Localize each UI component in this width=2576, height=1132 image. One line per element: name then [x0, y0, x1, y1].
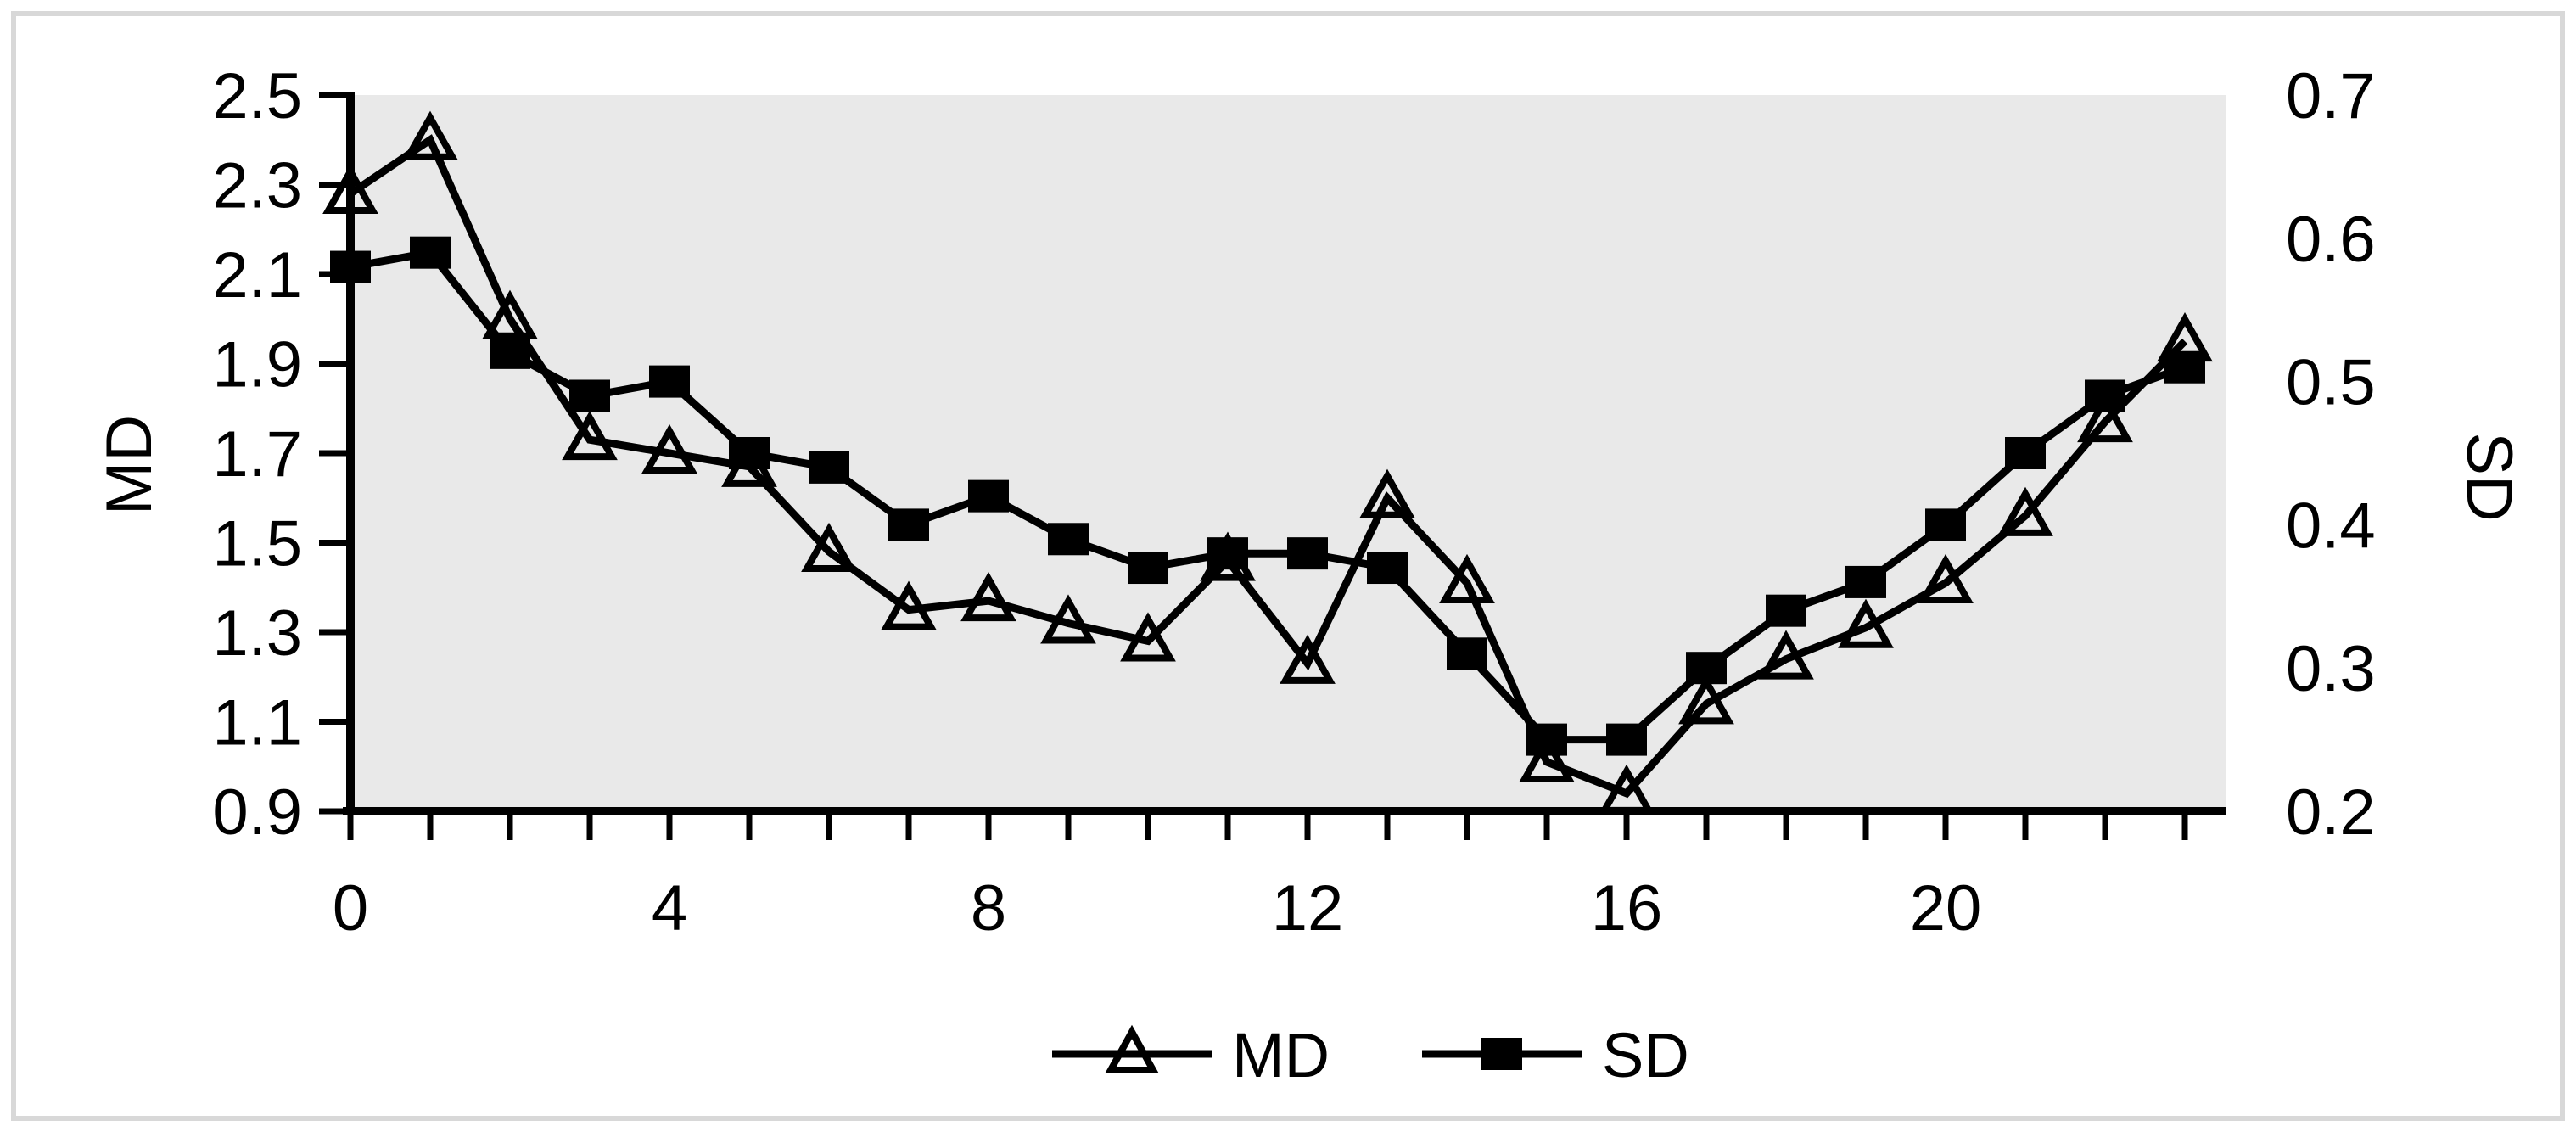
- sd-data-point: [1287, 537, 1328, 570]
- md-data-point: [801, 522, 857, 573]
- left-axis-tick-label: 2.3: [212, 150, 302, 222]
- md-data-point: [1359, 468, 1415, 518]
- right-axis-tick-label: 0.7: [2286, 60, 2376, 132]
- left-axis-tick-label: 1.3: [212, 597, 302, 670]
- left-axis-tick-label: 0.9: [212, 776, 302, 849]
- sd-data-point: [1207, 537, 1248, 570]
- md-data-point: [1918, 553, 1974, 603]
- md-data-point: [2077, 392, 2133, 443]
- legend-item-sd: SD: [1422, 1020, 1689, 1090]
- legend: MD SD: [1052, 1020, 1689, 1090]
- right-axis-tick-label: 0.6: [2286, 204, 2376, 276]
- md-data-point: [1599, 764, 1655, 814]
- right-axis-tick-label: 0.2: [2286, 776, 2376, 849]
- right-axis-tick-label: 0.4: [2286, 490, 2376, 562]
- sd-data-point: [1686, 652, 1727, 685]
- legend-sd-square-icon: [1481, 1038, 1522, 1070]
- plot-layer: 2.5 2.3 2.1 1.9 1.7 1.5 1.3 1.1 0.9 0.7 0.6 0.5 0.4 0…: [212, 60, 2375, 944]
- md-data-point: [322, 164, 378, 215]
- sd-data-point: [1128, 552, 1168, 585]
- md-data-point: [641, 423, 697, 474]
- sd-data-point: [1048, 523, 1089, 556]
- sd-data-point: [490, 336, 530, 369]
- sd-data-point: [1766, 594, 1806, 627]
- left-axis-tick-label: 1.7: [212, 418, 302, 490]
- left-axis-tick-label: 2.5: [212, 60, 302, 132]
- sd-data-point: [2005, 437, 2046, 469]
- left-axis-tick-label: 1.5: [212, 508, 302, 580]
- md-data-point: [1120, 612, 1176, 662]
- x-axis-tick-label: 12: [1272, 872, 1344, 944]
- md-data-point: [960, 571, 1016, 622]
- md-data-point: [1678, 675, 1734, 725]
- legend-item-md-label: MD: [1232, 1020, 1330, 1090]
- md-data-point: [1040, 594, 1096, 644]
- md-data-point: [562, 411, 618, 461]
- md-data-point: [482, 289, 538, 339]
- sd-data-point: [2164, 350, 2205, 384]
- md-data-point: [1838, 598, 1894, 648]
- left-axis-tick-label: 1.1: [212, 687, 302, 759]
- sd-data-point: [649, 365, 690, 398]
- md-data-point: [1280, 634, 1336, 684]
- sd-data-point: [729, 437, 770, 469]
- sd-data-point: [410, 236, 451, 269]
- right-axis-title: SD: [2453, 432, 2525, 522]
- legend-item-sd-label: SD: [1602, 1020, 1689, 1090]
- left-axis-tick-label: 1.9: [212, 329, 302, 401]
- sd-data-point: [1845, 565, 1886, 598]
- sd-data-point: [1367, 552, 1408, 585]
- legend-md-triangle-icon: [1105, 1024, 1159, 1073]
- x-axis-tick-label: 0: [333, 872, 368, 944]
- right-axis-tick-label: 0.5: [2286, 347, 2376, 419]
- x-axis-tick-label: 16: [1591, 872, 1663, 944]
- sd-data-point: [1925, 508, 1966, 541]
- md-data-point: [1439, 553, 1495, 603]
- sd-data-point: [1447, 637, 1487, 670]
- sd-data-point: [888, 508, 929, 541]
- sd-data-point: [809, 451, 849, 484]
- sd-data-point: [569, 379, 610, 412]
- md-data-point: [1997, 486, 2053, 536]
- sd-data-point: [1606, 723, 1647, 756]
- md-data-point: [881, 580, 937, 630]
- sd-data-point: [968, 479, 1009, 513]
- plot-area: [350, 95, 2226, 811]
- sd-data-point: [1526, 723, 1567, 756]
- left-axis-title: MD: [93, 415, 165, 515]
- right-axis-tick-label: 0.3: [2286, 633, 2376, 705]
- x-axis-tick-label: 8: [971, 872, 1006, 944]
- sd-data-point: [2085, 379, 2125, 412]
- md-data-point: [1519, 732, 1575, 782]
- x-axis-tick-label: 4: [652, 872, 687, 944]
- md-data-point: [402, 110, 458, 160]
- figure-border: [11, 11, 2565, 1121]
- left-axis-tick-label: 2.1: [212, 239, 302, 311]
- md-data-point: [1758, 630, 1814, 680]
- x-axis-tick-label: 20: [1910, 872, 1982, 944]
- legend-item-md: MD: [1052, 1020, 1330, 1090]
- sd-data-point: [330, 250, 371, 283]
